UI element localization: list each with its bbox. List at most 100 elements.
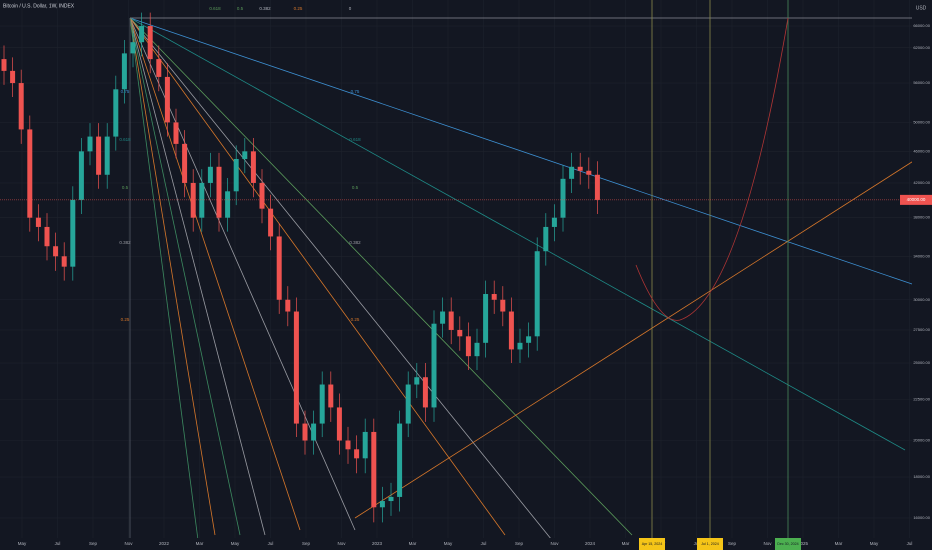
candle-body <box>397 423 403 497</box>
candle-body <box>61 256 67 267</box>
candle-body <box>276 236 282 300</box>
parabola <box>635 17 789 321</box>
price-tag <box>900 194 932 205</box>
x-tick-label: Sep <box>89 541 98 546</box>
fan-level-label: 0.382 <box>119 240 131 245</box>
chart-title: Bitcoin / U.S. Dollar, 1W, INDEX <box>3 3 75 9</box>
candle-body <box>414 377 420 385</box>
x-tick-label: Jul <box>694 541 700 546</box>
x-tick-label: Jul <box>907 541 913 546</box>
candle-body <box>345 440 351 450</box>
candle-body <box>311 423 317 441</box>
candle-body <box>259 182 265 209</box>
candle-body <box>543 226 549 252</box>
fan-line <box>129 17 301 531</box>
x-tick-label: Mar <box>409 541 417 546</box>
candle-body <box>431 323 437 408</box>
candle-body <box>594 174 600 200</box>
top-level-label: 0.5 <box>237 6 244 11</box>
fan-level-label: 0.5 <box>122 185 129 190</box>
fan-line <box>129 17 266 536</box>
top-level-label: 0.25 <box>294 6 303 11</box>
fan-level-label: 0.75 <box>121 89 130 94</box>
x-tick-label: 2025 <box>798 541 809 546</box>
candle-body <box>242 151 248 159</box>
candle-body <box>130 42 136 54</box>
candle-body <box>440 311 446 324</box>
candle-body <box>18 83 24 130</box>
candle-body <box>371 431 377 508</box>
x-tick-label: Sep <box>728 541 737 546</box>
x-tick-label: Jul <box>481 541 487 546</box>
top-level-label: 0 <box>349 6 352 11</box>
x-tick-label: Nov <box>337 541 346 546</box>
trend-line <box>354 159 916 519</box>
fan-level-label: 0.618 <box>349 137 361 142</box>
labels: 0.75 0.75 0.618 0.618 0.5 0.5 0.382 0.382 0.25 0.… <box>119 6 361 322</box>
candle-body <box>139 26 145 43</box>
y-tick-label: 22500.00 <box>913 397 930 402</box>
y-tick-label: 25000.00 <box>913 360 930 365</box>
candle-body <box>78 151 84 200</box>
candle-body <box>405 384 411 424</box>
candles <box>1 12 600 523</box>
date-marker-label: Jul 1, 2024 <box>701 542 719 546</box>
fan-level-label: 0.5 <box>352 185 359 190</box>
top-level-label: 0.618 <box>209 6 221 11</box>
fan-line <box>129 17 216 536</box>
y-tick-label: 66000.00 <box>913 23 930 28</box>
y-tick-label: 16000.00 <box>913 515 930 520</box>
y-tick-label: 30000.00 <box>913 297 930 302</box>
y-tick-label: 20000.00 <box>913 438 930 443</box>
candle-body <box>560 178 566 218</box>
candle-body <box>104 136 110 175</box>
candle-body <box>207 166 213 183</box>
drawing-tools <box>129 0 916 550</box>
candle-body <box>164 76 170 123</box>
y-tick-label: 62000.00 <box>913 45 930 50</box>
candle-body <box>53 246 59 257</box>
fan-line <box>129 17 241 536</box>
candle-body <box>182 143 188 183</box>
candle-body <box>354 449 360 459</box>
fan-level-label: 0.25 <box>121 317 130 322</box>
date-marker <box>775 538 801 550</box>
candle-body <box>285 299 291 312</box>
candle-body <box>233 158 239 192</box>
candle-body <box>457 329 463 337</box>
top-level-label: 0.382 <box>259 6 271 11</box>
candle-body <box>422 377 428 408</box>
y-tick-label: 50000.00 <box>913 119 930 124</box>
candle-body <box>465 336 471 357</box>
candle-body <box>379 501 385 508</box>
x-tick-label: Jul <box>55 541 61 546</box>
y-tick-label: 46000.00 <box>913 148 930 153</box>
y-tick-label: 27500.00 <box>913 327 930 332</box>
x-tick-label: Nov <box>763 541 772 546</box>
candle-body <box>336 407 342 441</box>
candle-body <box>113 89 119 137</box>
fan-line <box>129 17 199 541</box>
candle-body <box>35 217 41 227</box>
x-tick-label: Sep <box>515 541 524 546</box>
candle-body <box>551 217 557 227</box>
price-axis <box>912 0 932 550</box>
candle-body <box>173 122 179 144</box>
date-marker-label: Dec 30, 2024 <box>777 542 798 546</box>
candle-body <box>70 199 76 267</box>
candle-body <box>250 151 256 183</box>
x-tick-label: Nov <box>124 541 133 546</box>
candle-body <box>147 26 153 60</box>
currency: USD <box>916 5 927 11</box>
x-tick-label: Mar <box>196 541 204 546</box>
date-marker <box>697 538 723 550</box>
candle-body <box>586 170 592 175</box>
candle-body <box>10 70 16 84</box>
fan-line <box>129 17 633 536</box>
date-marker-label: Apr 15, 2024 <box>642 542 663 546</box>
fan-level-label: 0.75 <box>351 89 360 94</box>
candle-body <box>319 384 325 424</box>
candle-body <box>27 129 33 218</box>
